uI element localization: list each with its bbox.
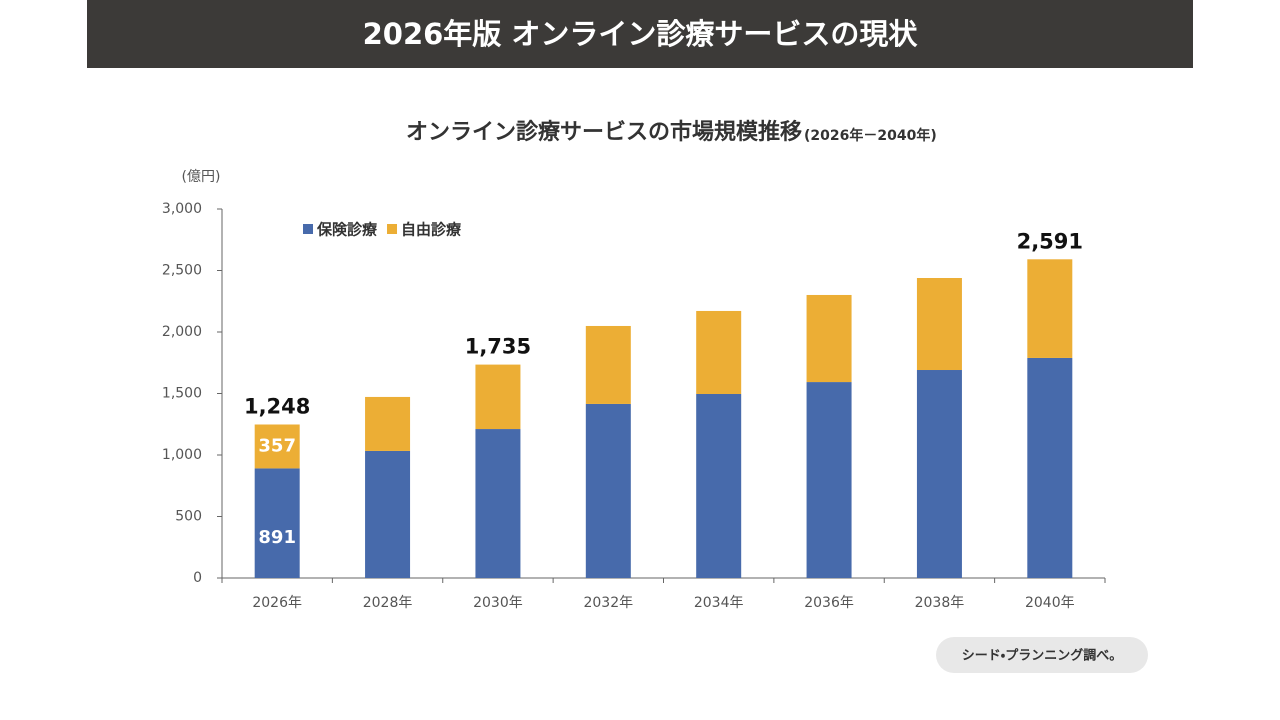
bar-segment bbox=[254, 468, 300, 578]
bar-segment bbox=[696, 310, 742, 394]
x-tick-label: 2034年 bbox=[694, 595, 744, 611]
bar-segment bbox=[365, 396, 411, 451]
bar-segment bbox=[475, 429, 521, 578]
bar-segment bbox=[1027, 357, 1073, 578]
bar-segment bbox=[585, 403, 631, 578]
bar-segment bbox=[916, 370, 962, 578]
bar-segment bbox=[806, 382, 852, 578]
chart-subtitle: (2026年－2040年) bbox=[804, 127, 937, 144]
x-tick-label: 2026年 bbox=[252, 595, 302, 611]
source-text: シード・プランニング調べ。 bbox=[962, 648, 1122, 664]
bar-segment bbox=[696, 393, 742, 578]
y-tick-label: 0 bbox=[193, 570, 202, 586]
total-label: 1,735 bbox=[465, 335, 531, 359]
bar-segment bbox=[806, 294, 852, 383]
x-tick-label: 2030年 bbox=[473, 595, 523, 611]
value-label: 357 bbox=[258, 435, 296, 456]
legend-swatch bbox=[303, 224, 313, 234]
total-label: 2,591 bbox=[1017, 229, 1083, 253]
value-label: 891 bbox=[258, 527, 296, 548]
y-tick-label: 1,000 bbox=[162, 447, 202, 463]
bar-segment bbox=[254, 424, 300, 469]
y-tick-label: 1,500 bbox=[162, 386, 202, 402]
x-tick-label: 2032年 bbox=[583, 595, 633, 611]
x-tick-label: 2036年 bbox=[804, 595, 854, 611]
header-title: 2026年版 オンライン診療サービスの現状 bbox=[363, 17, 919, 51]
y-tick-label: 2,000 bbox=[162, 324, 202, 340]
bar-segment bbox=[916, 278, 962, 371]
y-tick-label: 500 bbox=[175, 509, 202, 525]
x-tick-label: 2038年 bbox=[915, 595, 965, 611]
legend-label: 保険診療 bbox=[316, 221, 378, 239]
bar-segment bbox=[585, 325, 631, 404]
y-tick-label: 3,000 bbox=[162, 201, 202, 217]
legend-swatch bbox=[387, 224, 398, 234]
chart-title: オンライン診療サービスの市場規模推移 bbox=[406, 119, 802, 145]
y-tick-label: 2,500 bbox=[162, 263, 202, 279]
bar-segment bbox=[365, 450, 411, 578]
source-badge bbox=[936, 637, 1148, 673]
legend-label: 自由診療 bbox=[401, 221, 462, 239]
bar-segment bbox=[1027, 259, 1073, 358]
y-unit: (億円) bbox=[182, 169, 221, 185]
x-tick-label: 2040年 bbox=[1025, 595, 1075, 611]
total-label: 1,248 bbox=[244, 394, 310, 418]
header-bar bbox=[87, 0, 1193, 68]
bar-segment bbox=[475, 364, 521, 430]
x-tick-label: 2028年 bbox=[363, 595, 413, 611]
